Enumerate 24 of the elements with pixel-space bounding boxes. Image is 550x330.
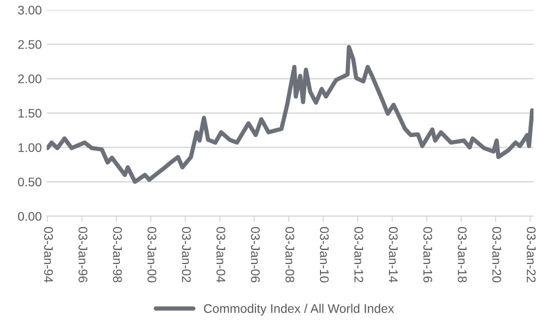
legend-label: Commodity Index / All World Index: [204, 304, 394, 316]
y-tick-label: 0.50: [18, 178, 42, 186]
x-tick-label: 03-Jan-20: [492, 227, 502, 282]
x-tick-label: 03-Jan-12: [354, 227, 364, 282]
y-tick-label: 3.00: [18, 6, 42, 15]
x-tick-label: 03-Jan-96: [78, 227, 88, 282]
x-tick-label: 03-Jan-04: [216, 227, 226, 282]
x-tick-label: 03-Jan-00: [147, 227, 156, 282]
x-tick-label: 03-Jan-10: [320, 227, 329, 282]
y-tick-label: 1.00: [18, 143, 42, 152]
x-tick-label: 03-Jan-18: [458, 227, 467, 282]
x-tick-label: 03-Jan-98: [113, 227, 122, 282]
x-tick-label: 03-Jan-14: [388, 227, 398, 282]
x-tick-label: 03-Jan-16: [423, 227, 432, 282]
y-tick-label: 1.50: [18, 108, 42, 118]
x-tick-label: 03-Jan-22: [526, 227, 536, 282]
x-tick-label: 03-Jan-08: [285, 227, 294, 282]
y-tick-label: 2.00: [18, 74, 42, 84]
x-tick-label: 03-Jan-06: [250, 227, 260, 282]
line-series: [46, 44, 534, 184]
x-tick-label: 03-Jan-94: [44, 227, 53, 282]
y-tick-label: 2.50: [18, 40, 42, 49]
x-tick-label: 03-Jan-02: [182, 227, 191, 282]
y-tick-label: 0.00: [18, 212, 42, 221]
